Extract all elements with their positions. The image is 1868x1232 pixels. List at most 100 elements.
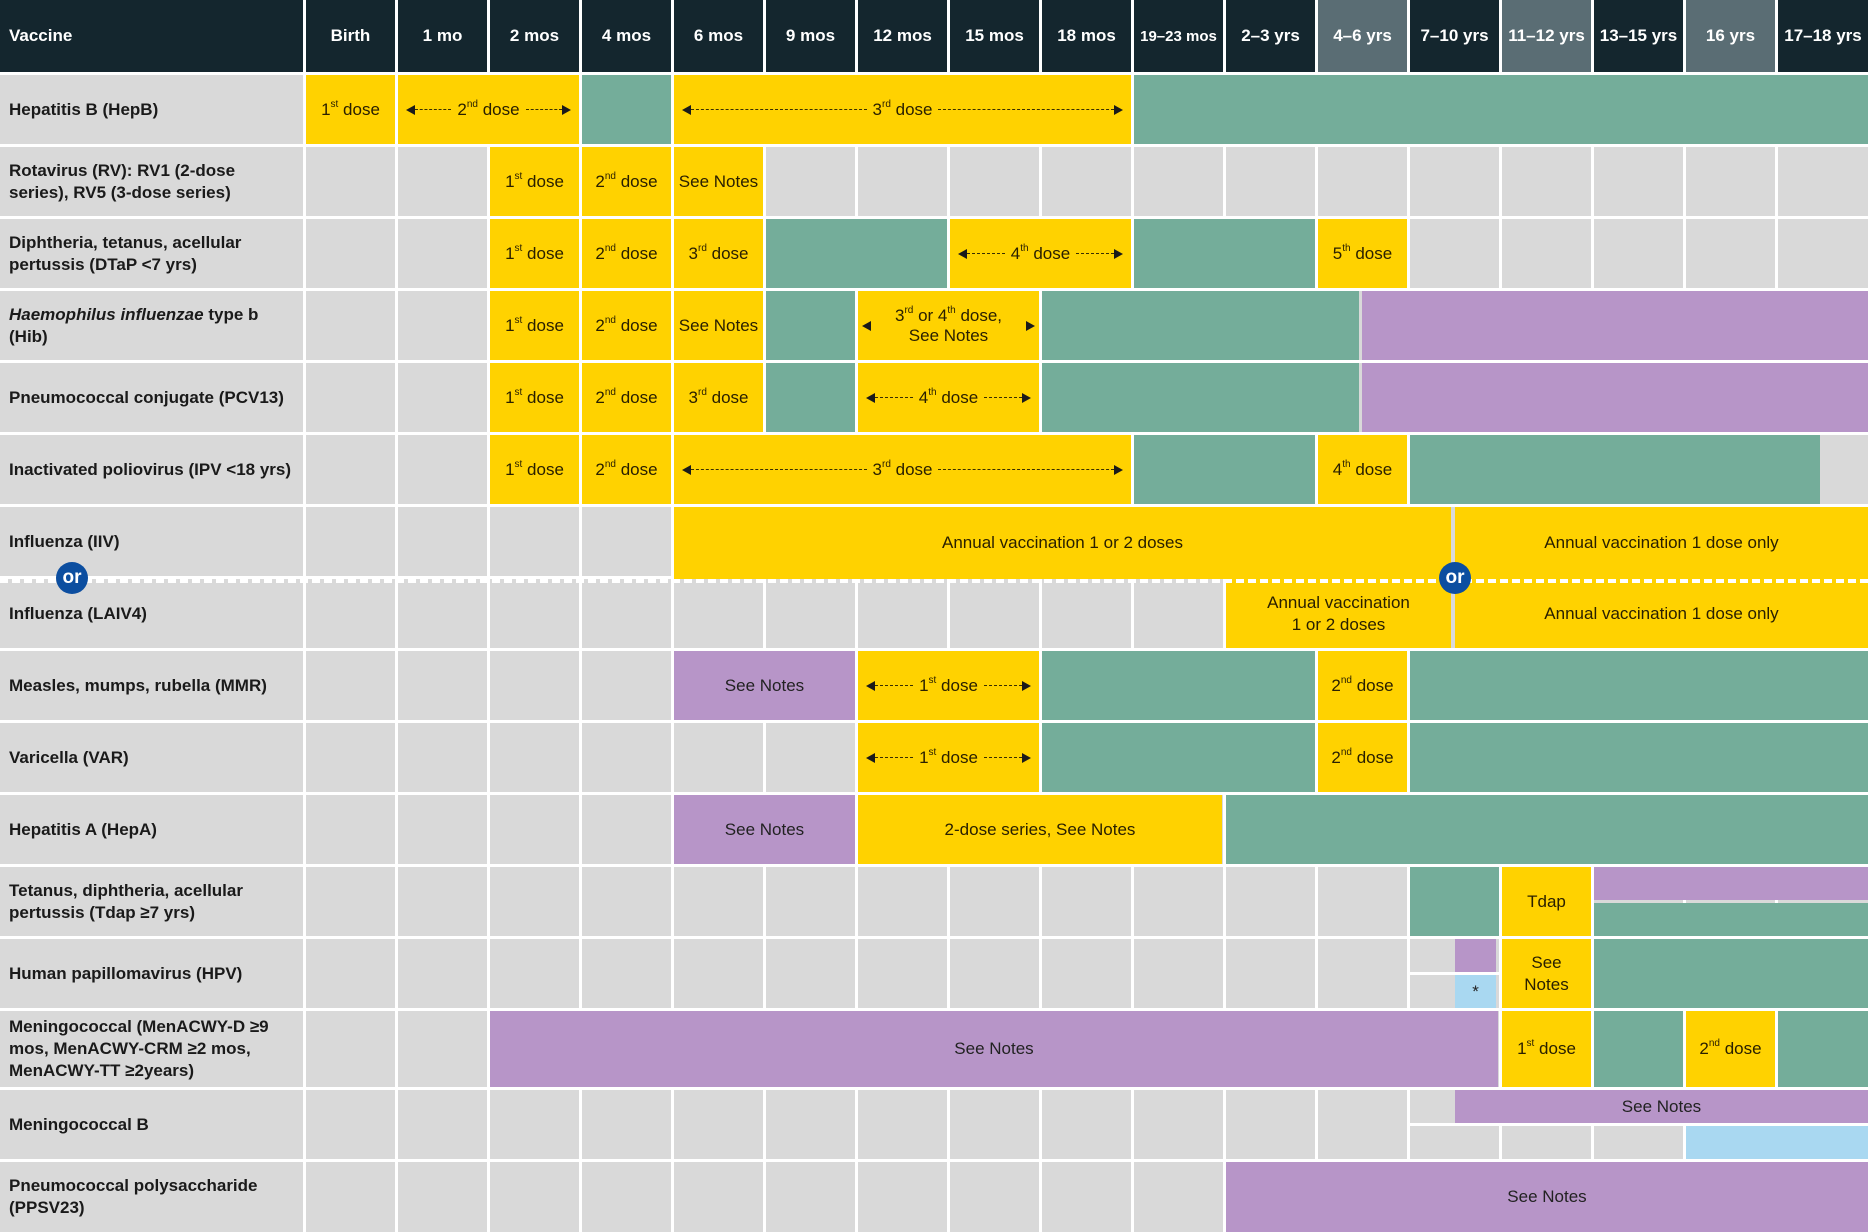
schedule-cell	[1594, 1126, 1683, 1159]
vaccine-label-text: Measles, mumps, rubella (MMR)	[9, 675, 267, 695]
header-age: 13–15 yrs	[1594, 0, 1683, 72]
menacwy-dose-2: 2nd dose	[1686, 1011, 1775, 1087]
schedule-cell	[1042, 867, 1131, 936]
var-catchup	[1042, 723, 1315, 792]
schedule-cell	[1134, 147, 1223, 216]
menacwy-catchup	[1594, 1011, 1683, 1087]
schedule-cell	[306, 939, 395, 1008]
header-age: 4–6 yrs	[1318, 0, 1407, 72]
ipv-dose-4: 4th dose	[1318, 435, 1407, 504]
header-age: 12 mos	[858, 0, 947, 72]
dose-label: 3rd or 4th dose, See Notes	[894, 304, 1003, 345]
annual-label: Annual vaccination 1 or 2 doses	[942, 533, 1183, 552]
hib-dose-3-or-4: 3rd or 4th dose, See Notes	[858, 291, 1039, 360]
menacwy-see-notes: See Notes	[490, 1011, 1498, 1087]
header-age-label: Birth	[330, 26, 371, 45]
pcv-dose-1: 1st dose	[490, 363, 579, 432]
schedule-cell	[1410, 219, 1499, 288]
vaccine-label: Measles, mumps, rubella (MMR)	[0, 651, 303, 720]
dose-label: 1st dose	[505, 386, 564, 407]
hepb-catchup	[1134, 75, 1868, 144]
or-badge: or	[1439, 562, 1471, 594]
arrow-left-icon	[862, 320, 871, 331]
annual-label: Annual vaccination 1 dose only	[1544, 533, 1779, 552]
schedule-cell	[1410, 147, 1499, 216]
schedule-cell	[398, 147, 487, 216]
schedule-cell	[306, 867, 395, 936]
tdap-catchup	[1410, 867, 1499, 936]
rv-dose-2: 2nd dose	[582, 147, 671, 216]
schedule-cell	[1042, 1090, 1131, 1159]
schedule-cell	[306, 723, 395, 792]
schedule-cell	[1134, 939, 1223, 1008]
schedule-cell	[490, 867, 579, 936]
schedule-cell	[1134, 579, 1223, 648]
header-age-label: 4 mos	[601, 26, 652, 45]
pcv-dose-2: 2nd dose	[582, 363, 671, 432]
schedule-cell	[306, 651, 395, 720]
see-notes-label: See Notes	[1507, 1187, 1587, 1206]
laiv-annual-1-or-2: Annual vaccination 1 or 2 doses	[1226, 579, 1451, 648]
schedule-cell	[398, 1011, 487, 1087]
see-notes-label: See Notes	[724, 675, 805, 695]
vaccine-label-text: Influenza (IIV)	[9, 531, 120, 551]
schedule-cell	[950, 867, 1039, 936]
header-age-label: 7–10 yrs	[1420, 26, 1489, 45]
arrow-right-icon	[1026, 320, 1035, 331]
vaccine-label: Pneumococcal conjugate (PCV13)	[0, 363, 303, 432]
schedule-cell	[950, 579, 1039, 648]
annual-label: Annual vaccination 1 dose only	[1544, 603, 1779, 623]
mmr-dose-2: 2nd dose	[1318, 651, 1407, 720]
schedule-cell	[1778, 147, 1868, 216]
schedule-cell	[582, 579, 671, 648]
schedule-cell	[858, 579, 947, 648]
vaccine-label: Hepatitis B (HepB)	[0, 75, 303, 144]
vaccine-label: Meningococcal (MenACWY-D ≥9 mos, MenACWY…	[0, 1011, 303, 1087]
schedule-cell	[674, 579, 763, 648]
schedule-cell	[766, 867, 855, 936]
arrow-right-icon	[1022, 680, 1031, 691]
hpv-shared-decision: *	[1455, 975, 1496, 1008]
schedule-cell	[582, 507, 671, 576]
arrow-right-icon	[1114, 464, 1123, 475]
schedule-cell	[1134, 867, 1223, 936]
dose-label: 1st dose	[919, 746, 978, 767]
dose-label: 1st dose	[505, 242, 564, 263]
arrow-right-icon	[1114, 248, 1123, 259]
dose-label: 1st dose	[505, 170, 564, 191]
vaccine-label: Influenza (IIV)	[0, 507, 303, 576]
vaccine-label-text: Hepatitis B (HepB)	[9, 99, 159, 119]
dose-label: 2nd dose	[595, 314, 658, 335]
schedule-cell	[490, 1090, 579, 1159]
header-age: Birth	[306, 0, 395, 72]
dose-label: 1st dose	[919, 674, 978, 695]
header-age: 11–12 yrs	[1502, 0, 1591, 72]
header-age: 15 mos	[950, 0, 1039, 72]
vaccine-label: Haemophilus influenzae type b (Hib)	[0, 291, 303, 360]
schedule-cell	[398, 1090, 487, 1159]
schedule-cell	[398, 795, 487, 864]
header-age-label: 2 mos	[509, 26, 560, 45]
iiv-annual-1-or-2: Annual vaccination 1 or 2 doses	[674, 507, 1451, 579]
hepa-catchup	[1226, 795, 1868, 864]
schedule-cell	[306, 795, 395, 864]
vaccine-label: Meningococcal B	[0, 1090, 303, 1159]
schedule-cell	[1134, 1090, 1223, 1159]
schedule-cell	[306, 1011, 395, 1087]
vaccine-label: Diphtheria, tetanus, acellular pertussis…	[0, 219, 303, 288]
schedule-cell	[950, 939, 1039, 1008]
schedule-cell	[766, 939, 855, 1008]
dose-label: 3rd dose	[872, 98, 933, 119]
asterisk-label: *	[1472, 981, 1479, 1001]
dtap-dose-3: 3rd dose	[674, 219, 763, 288]
mmr-catchup	[1410, 651, 1868, 720]
schedule-cell	[1686, 219, 1775, 288]
schedule-cell	[1594, 219, 1683, 288]
vaccine-label: Influenza (LAIV4)	[0, 579, 303, 648]
schedule-cell	[306, 579, 395, 648]
pcv-catchup	[766, 363, 855, 432]
schedule-cell	[674, 1090, 763, 1159]
schedule-cell	[306, 147, 395, 216]
ipv-dose-3: 3rd dose	[674, 435, 1131, 504]
